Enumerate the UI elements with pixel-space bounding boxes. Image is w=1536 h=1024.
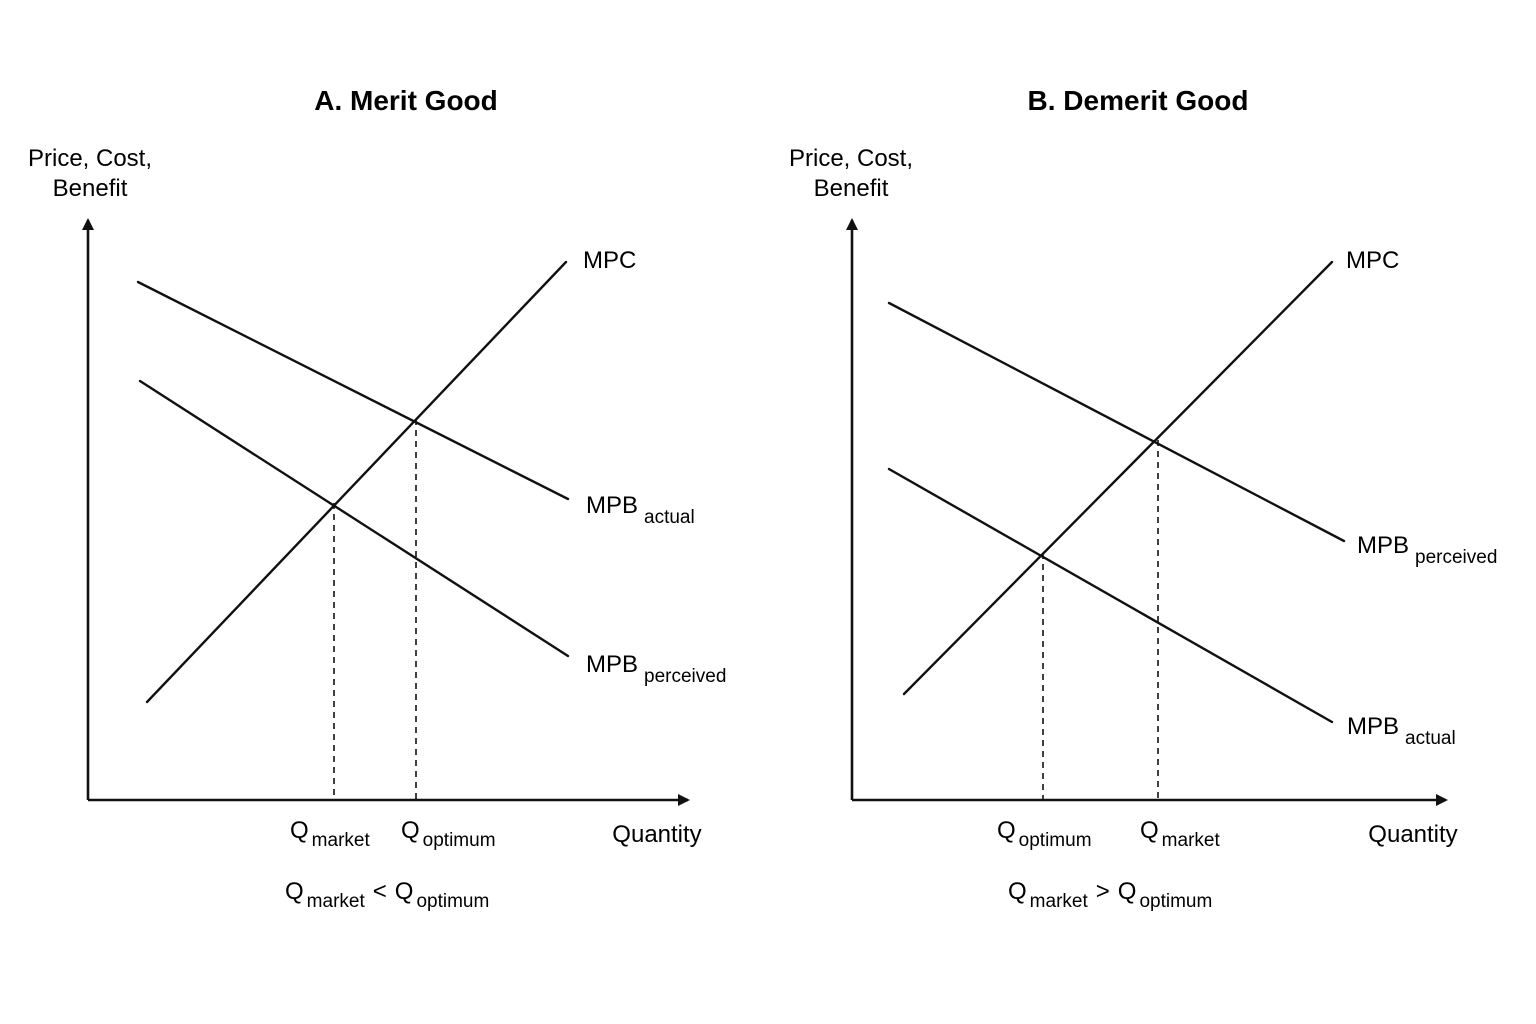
panel-a-mpb-perceived-line: [138, 379, 570, 658]
panel-merit-good: A. Merit Good Price, Cost, Benefit MPC M…: [28, 85, 726, 912]
panel-a-mpc-line: [145, 260, 568, 704]
panel-b-mpb-actual-label: MPB actual: [1347, 713, 1456, 749]
panel-b-x-axis-label: Quantity: [1368, 821, 1457, 848]
panel-a-mpb-actual-line: [136, 280, 570, 501]
panel-a-x-axis-label: Quantity: [612, 821, 701, 848]
panel-b-mpb-perceived-label: MPB perceived: [1357, 532, 1497, 568]
panel-b-y-axis-label-line1: Price, Cost,: [789, 145, 913, 172]
panel-demerit-good: B. Demerit Good Price, Cost, Benefit MPC…: [789, 85, 1497, 912]
panel-b-mpc-line: [902, 260, 1334, 696]
panel-b-mpc-label: MPC: [1346, 247, 1399, 274]
panel-a-title: A. Merit Good: [314, 85, 498, 116]
panel-b-mpb-perceived-line: [887, 301, 1346, 543]
panel-a-y-axis-label-line1: Price, Cost,: [28, 145, 152, 172]
panel-b-title: B. Demerit Good: [1028, 85, 1249, 116]
panel-a-mpc-label: MPC: [583, 247, 636, 274]
panel-a-mpb-perceived-label: MPB perceived: [586, 651, 726, 687]
panel-b-y-axis-label-line2: Benefit: [814, 175, 889, 202]
panel-a-mpb-actual-label: MPB actual: [586, 492, 695, 528]
panel-b-mpb-actual-line: [887, 467, 1334, 724]
panel-a-y-axis-label-line2: Benefit: [53, 175, 128, 202]
